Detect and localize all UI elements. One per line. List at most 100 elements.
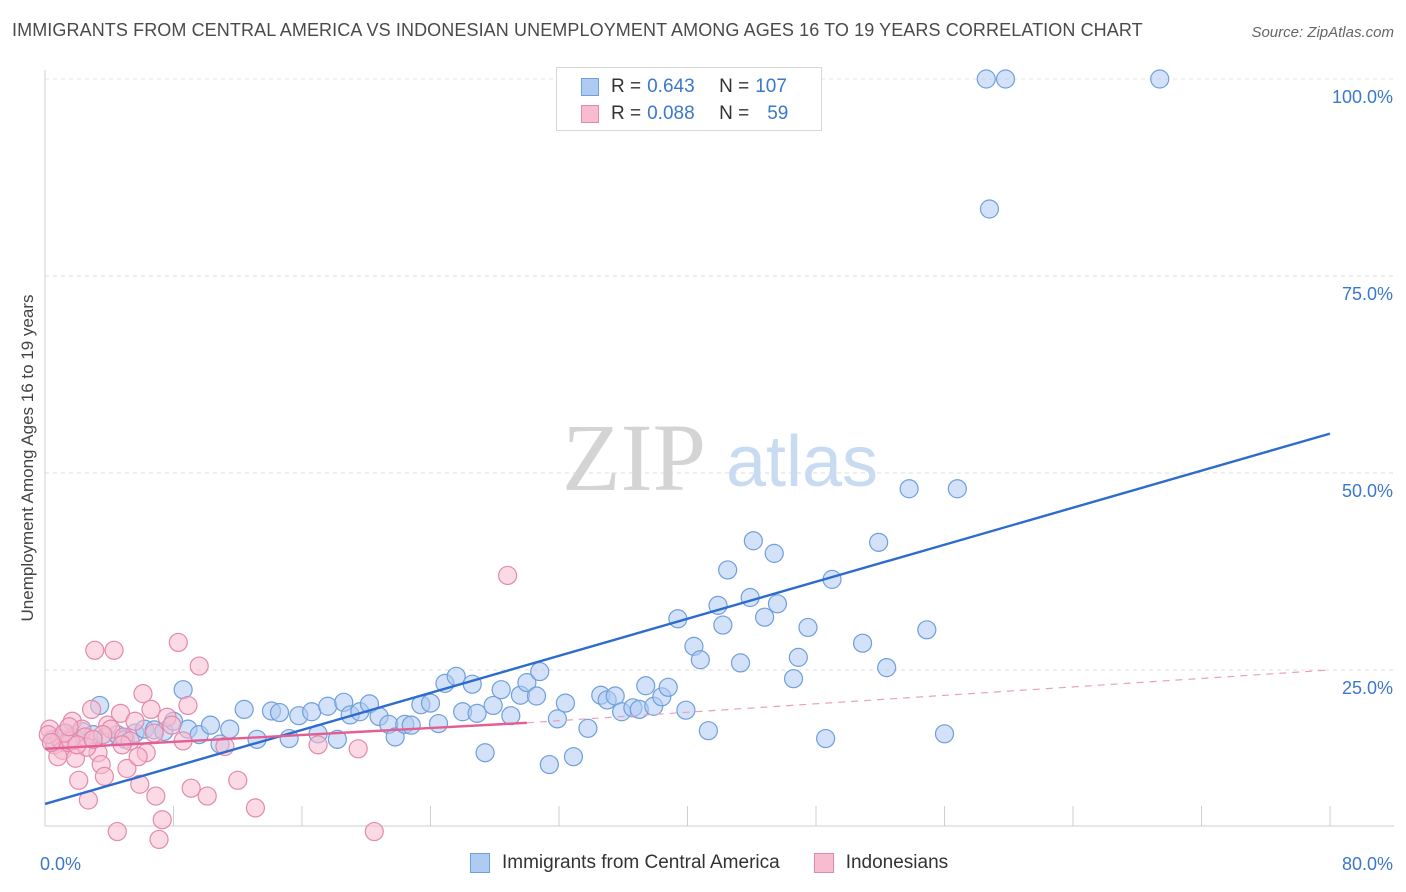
data-point-indonesians bbox=[141, 699, 161, 720]
legend-r-value: 0.643 bbox=[647, 76, 695, 97]
data-point-indonesians bbox=[152, 810, 172, 830]
data-point-indonesians bbox=[228, 770, 248, 790]
data-point-central-america bbox=[917, 620, 937, 640]
data-point-central-america bbox=[547, 709, 567, 729]
data-point-central-america bbox=[467, 703, 487, 723]
data-point-central-america bbox=[1150, 69, 1170, 89]
data-point-central-america bbox=[517, 673, 537, 693]
data-point-central-america bbox=[526, 686, 547, 706]
data-point-central-america bbox=[698, 721, 718, 741]
data-point-indonesians bbox=[85, 640, 105, 660]
series-legend: Immigrants from Central America Indonesi… bbox=[470, 852, 982, 874]
data-point-central-america bbox=[530, 661, 550, 682]
data-point-indonesians bbox=[117, 758, 137, 779]
data-point-indonesians bbox=[69, 770, 89, 790]
trend-lines bbox=[44, 432, 1331, 806]
data-point-indonesians bbox=[67, 735, 87, 755]
data-point-central-america bbox=[869, 532, 889, 552]
data-point-central-america bbox=[200, 715, 221, 735]
data-point-central-america bbox=[852, 633, 873, 653]
data-point-central-america bbox=[327, 729, 347, 749]
data-point-central-america bbox=[788, 647, 808, 667]
data-point-indonesians bbox=[128, 747, 148, 767]
data-point-indonesians bbox=[133, 684, 153, 704]
data-point-central-america bbox=[234, 699, 254, 720]
series-legend-swatch-pink bbox=[813, 853, 834, 873]
legend-r-label: R = bbox=[611, 103, 642, 124]
data-point-central-america bbox=[555, 693, 576, 713]
y-axis-label: Unemployment Among Ages 16 to 19 years bbox=[18, 294, 37, 622]
data-point-central-america bbox=[976, 69, 996, 89]
data-point-indonesians bbox=[125, 711, 145, 731]
watermark-zip: ZIP bbox=[562, 404, 706, 511]
data-point-central-america bbox=[636, 676, 656, 696]
data-point-indonesians bbox=[146, 786, 166, 806]
legend-swatch-pink bbox=[581, 105, 599, 123]
data-point-central-america bbox=[676, 700, 696, 720]
data-point-indonesians bbox=[197, 786, 217, 806]
data-point-central-america bbox=[764, 543, 784, 563]
data-point-indonesians bbox=[144, 723, 164, 743]
data-point-central-america bbox=[798, 617, 818, 638]
data-point-central-america bbox=[318, 696, 338, 716]
data-point-central-america bbox=[899, 479, 919, 499]
trend-extension-indonesians bbox=[526, 669, 1331, 724]
legend-swatch-blue bbox=[581, 78, 599, 96]
data-point-central-america bbox=[718, 560, 738, 580]
data-point-central-america bbox=[730, 653, 751, 673]
data-point-central-america bbox=[658, 677, 678, 697]
legend-r-label: R = bbox=[611, 76, 642, 97]
chart-title: IMMIGRANTS FROM CENTRAL AMERICA VS INDON… bbox=[12, 20, 1143, 40]
data-point-indonesians bbox=[189, 656, 209, 676]
source-label: Source: ZipAtlas.com bbox=[1251, 24, 1394, 41]
data-point-indonesians bbox=[41, 732, 62, 753]
legend-n-value: 107 bbox=[755, 76, 787, 97]
legend-n-value: 59 bbox=[767, 103, 789, 124]
data-point-central-america bbox=[934, 724, 955, 744]
data-point-indonesians bbox=[130, 774, 150, 794]
y-tick-label: 50.0% bbox=[1342, 481, 1393, 501]
x-tick-label: 0.0% bbox=[40, 854, 81, 874]
data-point-central-america bbox=[420, 693, 441, 713]
data-point-central-america bbox=[539, 754, 559, 775]
x-tick-label: 80.0% bbox=[1342, 854, 1393, 874]
data-point-central-america bbox=[491, 680, 511, 700]
legend-row-pink: R = 0.088 N = 59 bbox=[581, 102, 788, 126]
series-legend-label: Indonesians bbox=[845, 852, 949, 873]
data-point-indonesians bbox=[245, 798, 266, 818]
data-point-indonesians bbox=[104, 640, 124, 660]
data-point-central-america bbox=[428, 713, 449, 734]
series-legend-item-pink: Indonesians bbox=[813, 852, 949, 874]
data-point-central-america bbox=[783, 669, 804, 689]
data-point-indonesians bbox=[178, 695, 198, 716]
series-legend-swatch-blue bbox=[470, 853, 490, 873]
y-tick-label: 25.0% bbox=[1342, 678, 1393, 698]
legend-row-blue: R = 0.643 N = 107 bbox=[581, 75, 787, 99]
data-point-indonesians bbox=[168, 632, 188, 653]
watermark-atlas: atlas bbox=[726, 422, 878, 502]
data-point-central-america bbox=[475, 743, 495, 763]
data-point-central-america bbox=[713, 615, 733, 635]
data-point-central-america bbox=[740, 587, 760, 608]
legend-n-label: N = bbox=[719, 103, 750, 124]
data-point-central-america bbox=[995, 69, 1016, 89]
data-point-indonesians bbox=[162, 715, 182, 735]
y-tick-label: 75.0% bbox=[1342, 284, 1393, 304]
data-point-central-america bbox=[302, 702, 322, 722]
trend-line-central-america bbox=[44, 432, 1331, 806]
data-point-indonesians bbox=[149, 829, 169, 850]
data-point-central-america bbox=[401, 715, 421, 735]
data-point-central-america bbox=[269, 702, 290, 723]
legend-n-label: N = bbox=[719, 76, 750, 97]
data-point-central-america bbox=[767, 594, 788, 614]
data-point-indonesians bbox=[364, 821, 384, 842]
data-point-central-america bbox=[877, 658, 897, 678]
data-point-indonesians bbox=[81, 699, 102, 720]
data-point-central-america bbox=[690, 650, 710, 670]
data-point-central-america bbox=[563, 747, 584, 767]
data-point-central-america bbox=[501, 706, 521, 726]
data-point-central-america bbox=[947, 479, 967, 499]
data-point-central-america bbox=[979, 199, 1000, 219]
series-legend-item-blue: Immigrants from Central America bbox=[470, 852, 780, 874]
data-point-central-america bbox=[743, 531, 763, 551]
